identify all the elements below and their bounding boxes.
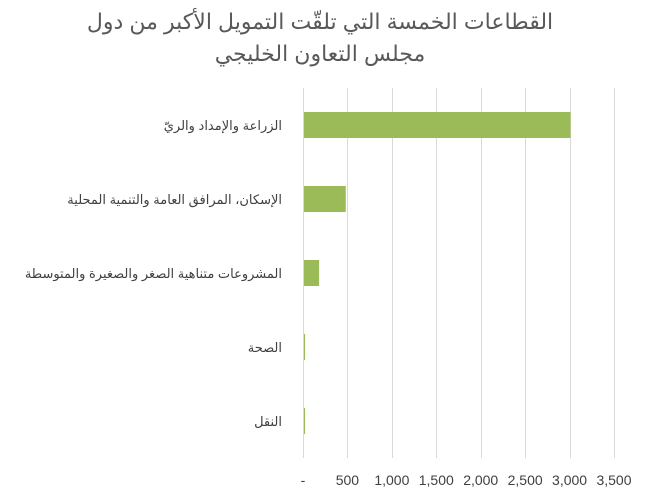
x-tick-label: 2,000 xyxy=(463,472,498,488)
bar xyxy=(304,408,306,434)
x-tick-label: 500 xyxy=(336,472,360,488)
x-tick-label: 1,000 xyxy=(374,472,409,488)
chart-title: القطاعات الخمسة التي تلقّت التمويل الأكب… xyxy=(86,9,554,66)
category-label: النقل xyxy=(254,414,282,429)
category-label: الصحة xyxy=(248,340,282,355)
x-tick-label: 2,500 xyxy=(508,472,543,488)
x-tick-label: 3,000 xyxy=(552,472,587,488)
x-tick-label: - xyxy=(301,472,306,488)
category-label: المشروعات متناهية الصغر والصغيرة والمتوس… xyxy=(25,266,282,282)
bar xyxy=(304,186,346,212)
bar xyxy=(304,334,306,360)
bar xyxy=(304,112,571,138)
category-label: الإسكان، المرافق العامة والتنمية المحلية xyxy=(67,192,282,208)
bar xyxy=(304,260,320,286)
x-tick-label: 3,500 xyxy=(596,472,631,488)
x-tick-label: 1,500 xyxy=(419,472,454,488)
category-label: الزراعة والإمداد والريّ xyxy=(164,118,282,134)
